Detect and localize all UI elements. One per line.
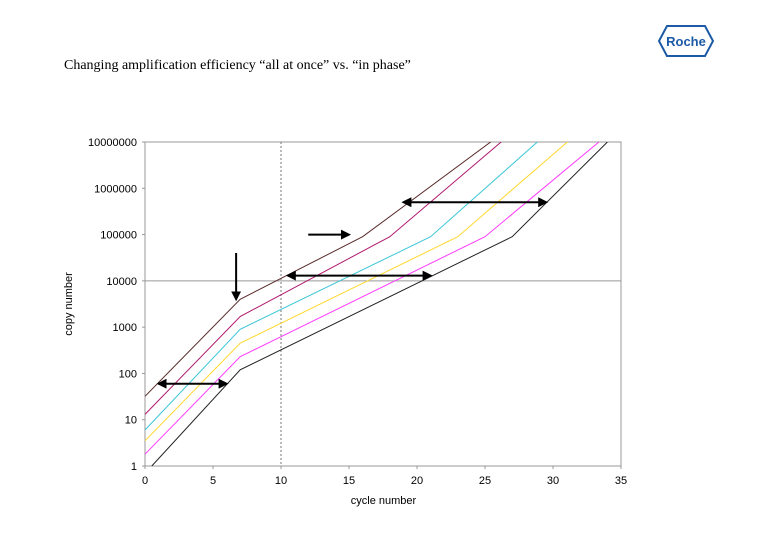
x-tick-label: 35 bbox=[615, 475, 627, 487]
y-tick-label: 100 bbox=[119, 368, 137, 380]
x-tick-label: 10 bbox=[275, 475, 287, 487]
roche-logo-hexagon bbox=[657, 25, 715, 57]
tick-layer: 0 5 10 15 20 25 30 35 1 10 100 1000 10000 100000 10000… bbox=[88, 137, 627, 487]
x-axis-label: cycle number bbox=[351, 495, 417, 507]
plot-area bbox=[144, 141, 622, 467]
annotation-layer bbox=[156, 197, 549, 389]
roche-logo: Roche bbox=[657, 25, 715, 57]
x-tick-label: 25 bbox=[479, 475, 491, 487]
roche-logo-text: Roche bbox=[666, 34, 706, 49]
plot-frame bbox=[144, 141, 622, 467]
x-tick-label: 0 bbox=[142, 475, 148, 487]
series-line-1 bbox=[145, 142, 492, 397]
y-tick-label: 1000000 bbox=[94, 183, 137, 195]
series-line-6 bbox=[151, 142, 608, 466]
y-tick-label: 1 bbox=[131, 461, 137, 473]
y-tick-label: 1000 bbox=[113, 322, 137, 334]
y-tick-label: 10000000 bbox=[88, 137, 137, 149]
y-axis-label: copy number bbox=[63, 272, 75, 336]
y-tick-label: 10 bbox=[125, 415, 137, 427]
x-tick-label: 15 bbox=[343, 475, 355, 487]
series-line-5 bbox=[145, 142, 600, 455]
series-layer bbox=[145, 142, 608, 466]
y-tick-label: 10000 bbox=[106, 276, 137, 288]
y-tick-label: 100000 bbox=[100, 230, 137, 242]
x-tick-label: 30 bbox=[547, 475, 559, 487]
x-tick-label: 5 bbox=[210, 475, 216, 487]
x-tick-label: 20 bbox=[411, 475, 423, 487]
series-line-4 bbox=[145, 142, 569, 442]
slide-title: Changing amplification efficiency “all a… bbox=[64, 58, 411, 73]
